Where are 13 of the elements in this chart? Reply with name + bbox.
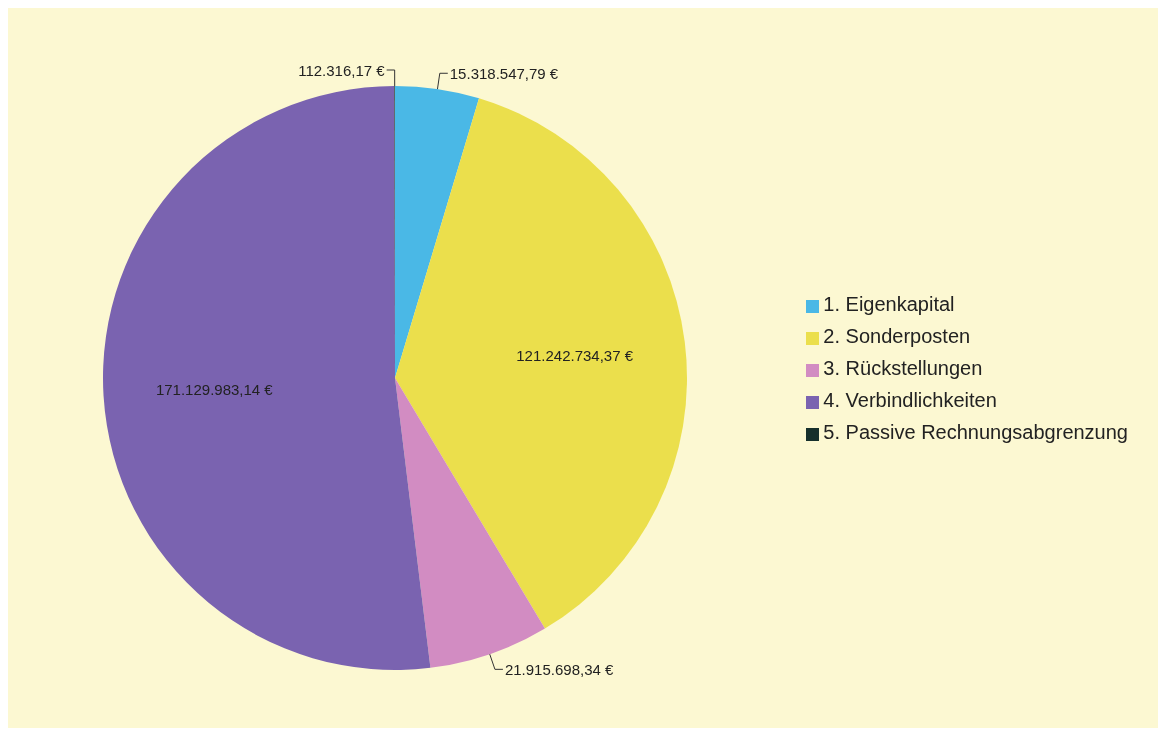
legend-label: 5. Passive Rechnungsabgrenzung (823, 421, 1128, 443)
data-label: 121.242.734,37 € (516, 347, 634, 365)
pie-slice (395, 86, 480, 378)
legend-label: 3. Rückstellungen (823, 357, 983, 379)
data-label: 112.316,17 € (298, 61, 386, 79)
data-label: 21.915.698,34 € (504, 660, 615, 678)
pie-slice (103, 86, 431, 670)
legend-label: 1. Eigenkapital (823, 293, 955, 315)
data-label: 15.318.547,79 € (449, 64, 559, 82)
data-label: 171.129.983,14 € (155, 380, 274, 398)
legend-label: 4. Verbindlichkeiten (823, 389, 997, 411)
pie-slice (395, 98, 687, 629)
legend-label: 2. Sonderposten (823, 325, 971, 347)
